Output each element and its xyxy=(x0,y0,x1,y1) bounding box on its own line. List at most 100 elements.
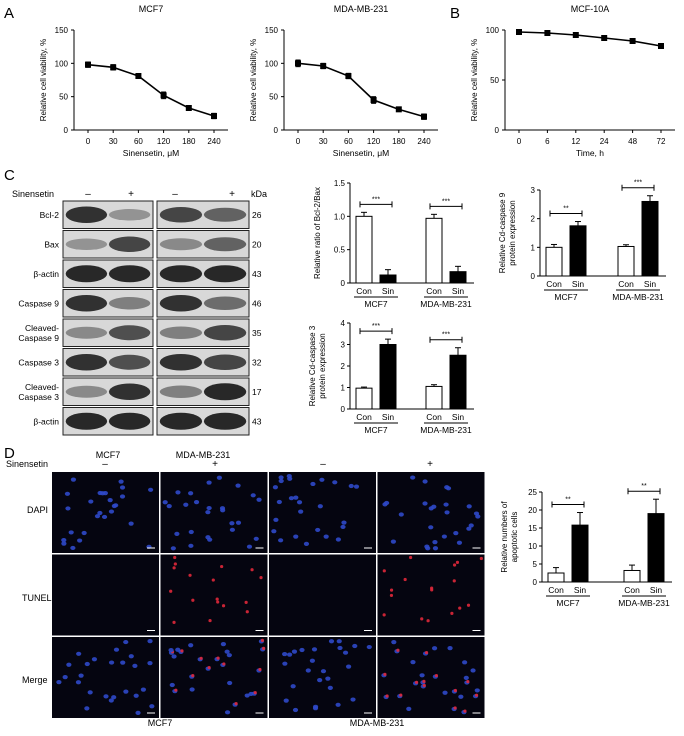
group-label: MDA-MB-231 xyxy=(420,425,472,435)
blot-band xyxy=(159,238,203,251)
category-label: Con xyxy=(356,286,372,296)
tunel-dot xyxy=(174,688,178,692)
blot-kda-value: 17 xyxy=(252,387,262,397)
category-label: Sin xyxy=(452,286,465,296)
bar xyxy=(545,246,563,277)
nucleus-dot xyxy=(229,521,235,526)
nucleus-dot xyxy=(431,646,438,651)
y-axis-label: Relative cell viability, % xyxy=(249,39,258,122)
micro-group-mda-mb-231: MDA-MB-231 xyxy=(350,718,405,728)
nucleus-dot xyxy=(147,639,153,644)
x-tick-label: 60 xyxy=(344,137,353,146)
nucleus-dot xyxy=(428,506,434,511)
nucleus-dot xyxy=(442,690,448,695)
blot-kda-value: 20 xyxy=(252,239,262,249)
y-tick-label: 0 xyxy=(531,272,536,281)
nucleus-dot xyxy=(292,707,299,713)
nucleus-dot xyxy=(147,661,153,666)
nucleus-dot xyxy=(310,481,316,487)
y-tick-label: 1.0 xyxy=(334,212,346,221)
blot-band xyxy=(203,237,247,252)
nucleus-dot xyxy=(246,544,253,549)
category-label: Sin xyxy=(452,412,465,422)
nucleus-dot xyxy=(286,473,292,479)
nucleus-dot xyxy=(470,668,476,673)
nucleus-dot xyxy=(224,649,230,654)
nucleus-dot xyxy=(224,710,231,715)
group-label: MCF7 xyxy=(364,299,387,309)
nucleus-dot xyxy=(65,506,71,511)
data-point xyxy=(211,113,217,119)
nucleus-dot xyxy=(278,538,284,543)
nucleus-dot xyxy=(253,536,259,541)
nucleus-dot xyxy=(61,541,67,546)
x-tick-label: 6 xyxy=(545,137,550,146)
nucleus-dot xyxy=(56,680,62,685)
blot-band xyxy=(159,207,203,223)
nucleus-dot xyxy=(272,485,279,490)
nucleus-dot xyxy=(336,639,342,644)
nucleus-dot xyxy=(76,651,82,656)
nucleus-dot xyxy=(473,511,480,516)
nucleus-dot xyxy=(220,642,227,647)
nucleus-dot xyxy=(229,527,236,532)
tunel-dot xyxy=(414,680,419,684)
blot-row-label: Caspase 3 xyxy=(18,357,59,367)
tunel-dot xyxy=(258,667,262,672)
blot-band xyxy=(108,325,151,341)
nucleus-dot xyxy=(447,646,453,651)
tunel-dot xyxy=(169,589,173,593)
y-tick-label: 100 xyxy=(55,59,69,68)
micro-tile xyxy=(377,554,485,636)
blot-row-label: Cleaved- xyxy=(25,323,59,333)
tunel-dot xyxy=(221,604,226,608)
group-label: MDA-MB-231 xyxy=(612,292,664,302)
blot-band xyxy=(159,412,203,430)
tunel-dot xyxy=(479,556,483,561)
tunel-dot xyxy=(382,569,386,573)
panel-label-d: D xyxy=(4,445,15,462)
nucleus-dot xyxy=(445,486,452,491)
blot-kda-value: 46 xyxy=(252,298,262,308)
micro-sign-3: – xyxy=(320,459,326,470)
nucleus-dot xyxy=(220,508,226,513)
nucleus-dot xyxy=(463,675,469,680)
bar xyxy=(425,217,443,284)
bar xyxy=(647,513,665,583)
bar xyxy=(379,344,397,410)
data-point xyxy=(421,113,427,120)
x-tick-label: 48 xyxy=(628,137,637,146)
nucleus-dot xyxy=(66,662,72,667)
group-label: MCF7 xyxy=(556,598,579,608)
y-tick-label: 0 xyxy=(533,578,538,587)
category-label: Con xyxy=(546,279,562,289)
x-tick-label: 24 xyxy=(600,137,609,146)
nucleus-dot xyxy=(188,543,194,548)
y-tick-label: 0.5 xyxy=(334,246,346,255)
bar xyxy=(449,354,467,410)
nucleus-dot xyxy=(311,647,318,652)
nucleus-dot xyxy=(189,687,195,692)
blot-band xyxy=(108,209,151,221)
micro-sign-4: + xyxy=(427,459,433,470)
y-tick-label: 100 xyxy=(265,59,279,68)
bar xyxy=(623,569,641,583)
y-tick-label: 50 xyxy=(59,93,68,102)
micro-tile xyxy=(52,554,159,636)
nucleus-dot xyxy=(84,661,90,667)
tunel-dot xyxy=(191,598,195,602)
nucleus-dot xyxy=(103,694,109,699)
significance-label: *** xyxy=(442,198,450,205)
nucleus-dot xyxy=(188,491,194,496)
significance-label: *** xyxy=(372,323,380,330)
nucleus-dot xyxy=(323,534,329,539)
nucleus-dot xyxy=(441,534,447,539)
nucleus-dot xyxy=(123,639,129,645)
nucleus-dot xyxy=(342,650,349,655)
group-label: MCF7 xyxy=(554,292,577,302)
nucleus-dot xyxy=(293,495,299,500)
nucleus-dot xyxy=(458,694,464,699)
nucleus-dot xyxy=(382,502,388,507)
micro-row-label-tunel: TUNEL xyxy=(22,593,52,603)
data-point xyxy=(629,38,636,44)
